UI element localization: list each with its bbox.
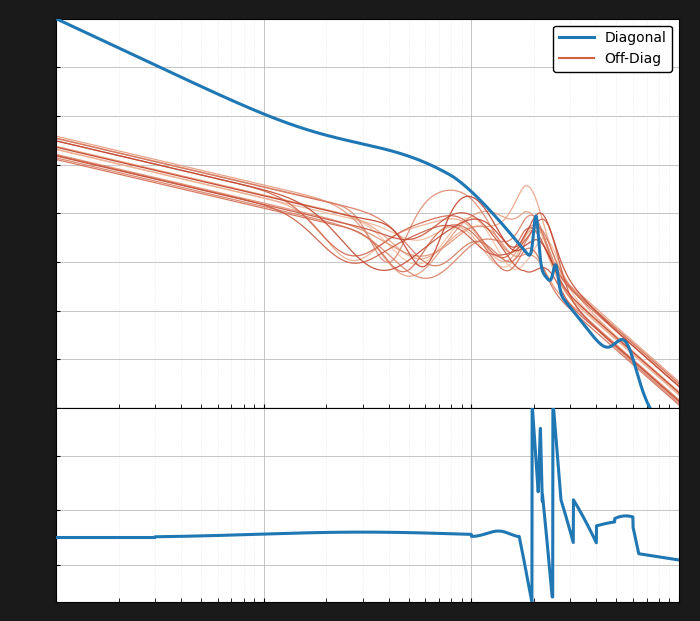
Legend: Diagonal, Off-Diag: Diagonal, Off-Diag [553,25,672,71]
